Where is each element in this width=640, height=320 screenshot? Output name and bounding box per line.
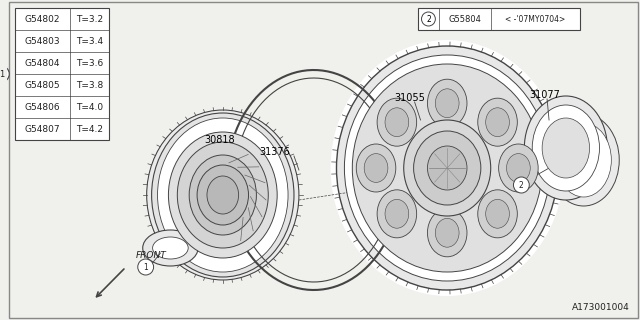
- Ellipse shape: [413, 131, 481, 205]
- Ellipse shape: [486, 199, 509, 228]
- Ellipse shape: [428, 209, 467, 257]
- Ellipse shape: [152, 237, 188, 259]
- Text: G54806: G54806: [24, 102, 60, 111]
- Ellipse shape: [524, 96, 607, 200]
- Ellipse shape: [435, 219, 459, 247]
- Ellipse shape: [478, 190, 517, 238]
- Text: G54802: G54802: [24, 14, 60, 23]
- Text: G54807: G54807: [24, 124, 60, 133]
- Text: T=3.4: T=3.4: [76, 36, 103, 45]
- Text: 2: 2: [426, 14, 431, 23]
- Text: G55804: G55804: [449, 14, 481, 23]
- Text: 1: 1: [143, 262, 148, 271]
- Ellipse shape: [143, 230, 198, 266]
- Bar: [15, 8, 109, 140]
- Ellipse shape: [177, 142, 268, 248]
- Ellipse shape: [486, 108, 509, 137]
- Ellipse shape: [364, 154, 388, 182]
- Text: 1: 1: [0, 69, 4, 78]
- Ellipse shape: [344, 55, 550, 281]
- Ellipse shape: [385, 199, 409, 228]
- Circle shape: [138, 259, 154, 275]
- Ellipse shape: [377, 190, 417, 238]
- Ellipse shape: [499, 144, 538, 192]
- Text: G54803: G54803: [24, 36, 60, 45]
- Ellipse shape: [428, 79, 467, 127]
- Ellipse shape: [478, 98, 517, 146]
- Text: T=3.8: T=3.8: [76, 81, 103, 90]
- Ellipse shape: [352, 64, 542, 272]
- Circle shape: [0, 66, 9, 82]
- Ellipse shape: [435, 89, 459, 118]
- Circle shape: [513, 177, 529, 193]
- Text: 31077: 31077: [530, 90, 561, 100]
- Text: 31376: 31376: [259, 147, 289, 157]
- Ellipse shape: [337, 46, 558, 290]
- Ellipse shape: [157, 118, 288, 272]
- Ellipse shape: [146, 109, 300, 281]
- Ellipse shape: [152, 113, 294, 277]
- Ellipse shape: [356, 144, 396, 192]
- Ellipse shape: [207, 176, 239, 214]
- Circle shape: [422, 12, 435, 26]
- Ellipse shape: [330, 40, 564, 296]
- Text: G54804: G54804: [24, 59, 60, 68]
- Text: 31055: 31055: [394, 93, 425, 103]
- Text: T=3.2: T=3.2: [76, 14, 103, 23]
- Ellipse shape: [556, 123, 611, 197]
- Text: T=4.0: T=4.0: [76, 102, 103, 111]
- Text: 2: 2: [519, 180, 524, 189]
- Ellipse shape: [404, 120, 491, 216]
- Ellipse shape: [548, 114, 620, 206]
- Ellipse shape: [189, 155, 257, 235]
- Bar: [417, 8, 580, 30]
- Text: < -'07MY0704>: < -'07MY0704>: [505, 14, 565, 23]
- Text: FRONT: FRONT: [136, 251, 166, 260]
- Text: T=4.2: T=4.2: [76, 124, 103, 133]
- Ellipse shape: [147, 110, 299, 280]
- Text: 30818: 30818: [205, 135, 235, 145]
- Ellipse shape: [385, 108, 409, 137]
- Text: T=3.6: T=3.6: [76, 59, 103, 68]
- Ellipse shape: [506, 154, 531, 182]
- Text: G54805: G54805: [24, 81, 60, 90]
- Ellipse shape: [168, 132, 277, 258]
- Text: A173001004: A173001004: [572, 303, 630, 312]
- Ellipse shape: [532, 105, 600, 191]
- Ellipse shape: [377, 98, 417, 146]
- Ellipse shape: [428, 146, 467, 190]
- Ellipse shape: [197, 165, 248, 225]
- Ellipse shape: [542, 118, 589, 178]
